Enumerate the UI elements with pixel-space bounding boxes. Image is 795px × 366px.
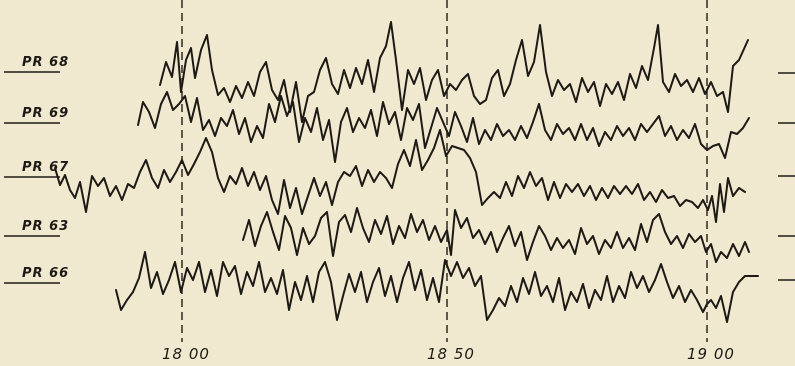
series-label: PR 69 [22,106,69,121]
series-line [242,207,750,263]
series-line [115,251,759,323]
x-tick-label: 18 00 [162,345,210,363]
series-label: PR 63 [22,219,69,234]
x-tick-label: 18 50 [427,345,475,363]
series-label: PR 66 [22,266,69,281]
series-line [54,129,746,223]
series-line [159,21,749,123]
x-tick-label: 19 00 [687,345,735,363]
series-label: PR 68 [22,55,69,70]
series-label: PR 67 [22,160,69,175]
series-line [137,91,750,163]
